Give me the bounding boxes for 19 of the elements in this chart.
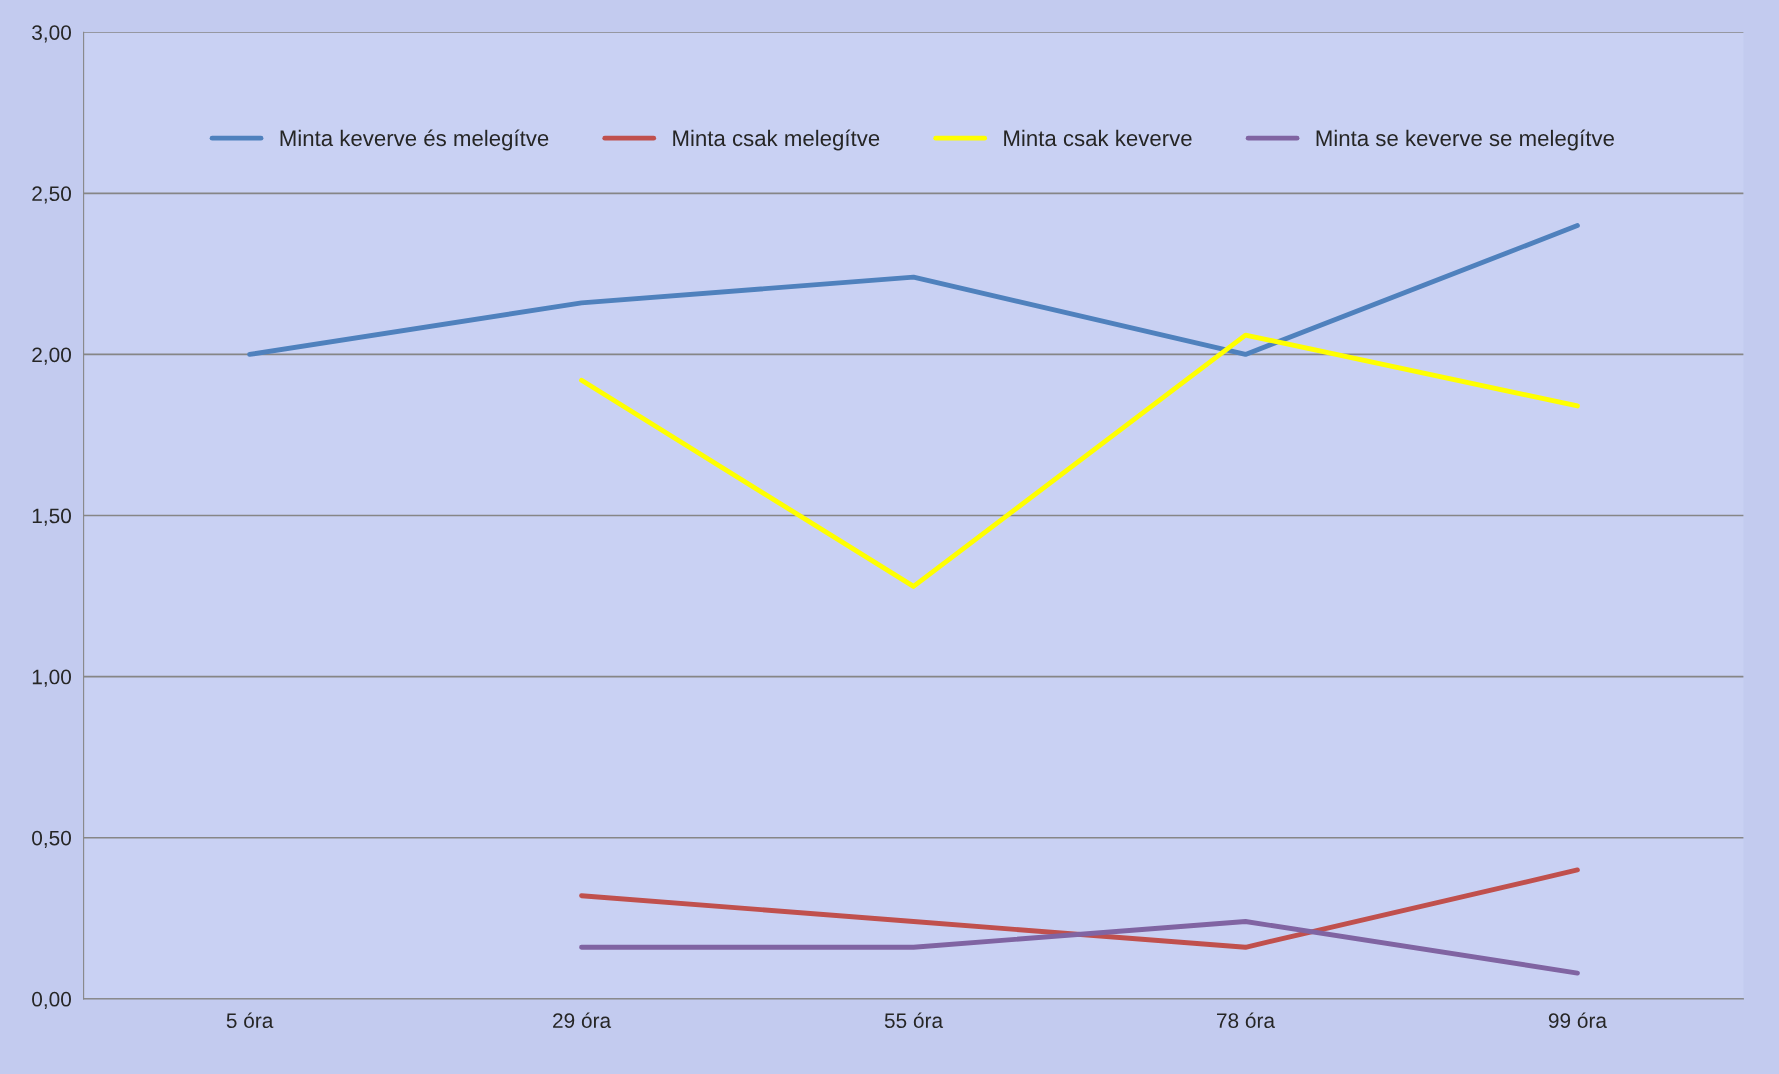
y-tick-label: 1,00 xyxy=(32,669,71,687)
x-tick-label: 99 óra xyxy=(1548,1012,1607,1029)
line-series xyxy=(247,223,1580,357)
x-tick-label: 5 óra xyxy=(226,1012,274,1029)
y-tick-label: 0,00 xyxy=(32,991,71,1010)
legend-label: Minta csak keverve xyxy=(1004,129,1192,147)
legend-label: Minta csak melegítve xyxy=(673,129,880,151)
x-tick-label: 78 óra xyxy=(1217,1012,1276,1029)
y-tick-label: 2,50 xyxy=(32,186,71,204)
legend-label: Minta se keverve se melegítve xyxy=(1316,129,1614,151)
y-tick-label: 0,50 xyxy=(32,830,71,848)
line-series xyxy=(579,867,1580,950)
legend-label: Minta keverve és melegítve xyxy=(280,129,549,151)
x-tick-label: 55 óra xyxy=(884,1012,944,1029)
y-tick-label: 3,00 xyxy=(32,25,71,43)
y-tick-label: 2,00 xyxy=(32,347,71,365)
y-tick-label: 1,50 xyxy=(32,508,71,526)
x-tick-label: 29 óra xyxy=(553,1012,612,1029)
line-series xyxy=(579,332,1580,589)
